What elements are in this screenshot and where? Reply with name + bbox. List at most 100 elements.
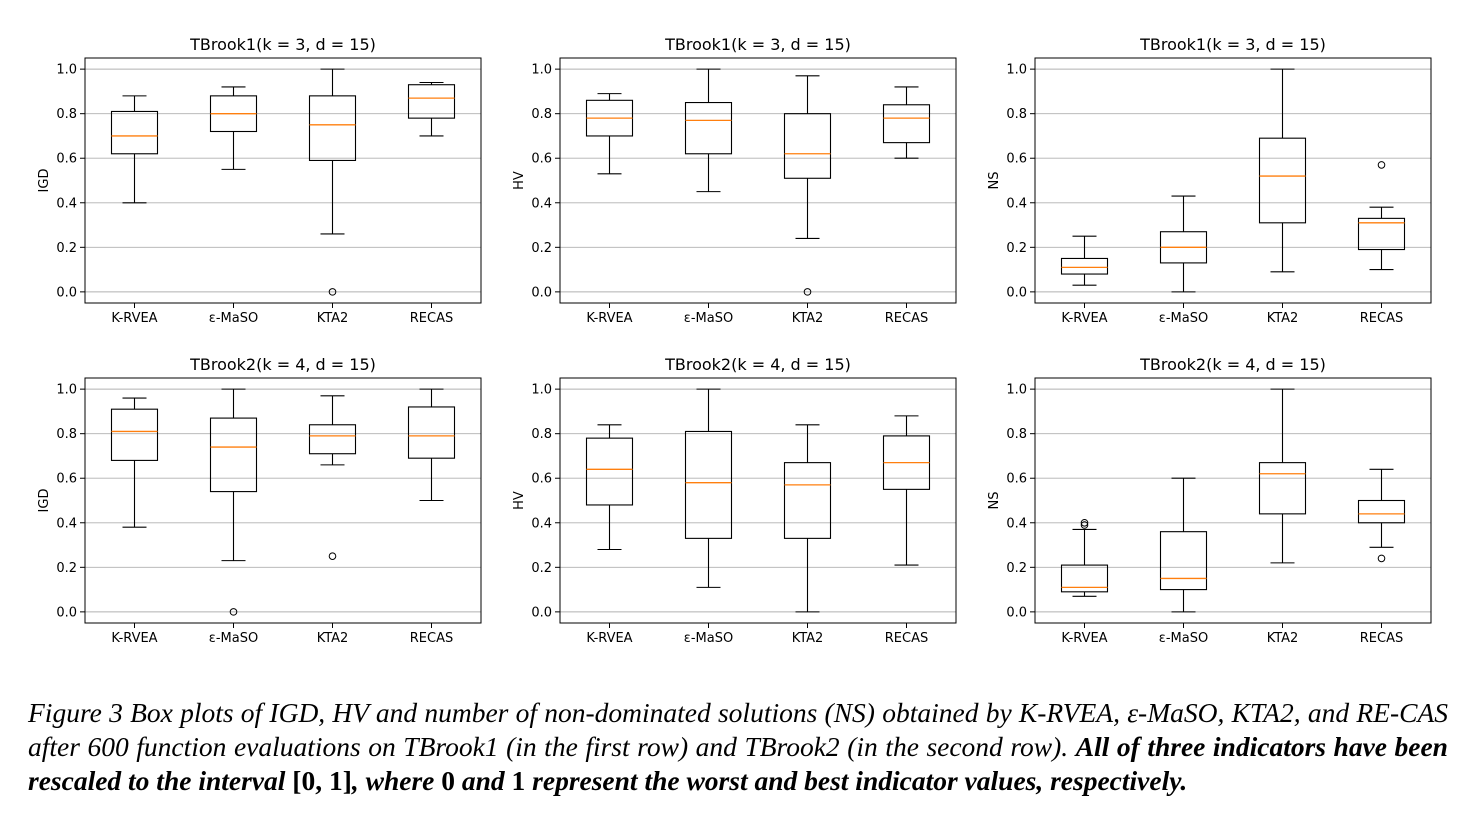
y-axis-label: HV (512, 171, 527, 190)
iqr-box (209, 417, 258, 493)
box-2 (1258, 68, 1307, 273)
subplot: 0.0 0.2 0.4 0.6 0.8 1.0 K-RVEA ε-MaSO KTA2 RECAS T… (37, 355, 482, 646)
x-tick-label: KTA2 (317, 631, 349, 646)
y-tick-label: 0.8 (56, 107, 77, 122)
y-tick-label: 0.4 (1006, 196, 1027, 211)
x-tick-label: KTA2 (1267, 311, 1299, 326)
axes-frame (84, 377, 482, 624)
y-tick-label: 0.0 (531, 285, 552, 300)
x-tick-label: KTA2 (317, 311, 349, 326)
axes-frame (559, 377, 957, 624)
subplot-title: TBrook1(k = 3, d = 15) (1139, 35, 1326, 54)
x-tick-label: RECAS (410, 631, 453, 646)
y-tick-label: 0.2 (531, 241, 552, 256)
iqr-box (110, 110, 159, 155)
caption-bold-text-2: , where (351, 765, 442, 796)
outlier-point (1080, 521, 1089, 529)
y-tick-label: 0.8 (56, 427, 77, 442)
iqr-box (308, 95, 357, 162)
y-tick-label: 0.4 (531, 516, 552, 531)
box-0 (585, 93, 634, 175)
outlier-point (1377, 161, 1386, 169)
box-2 (783, 424, 832, 613)
y-axis-label: HV (512, 491, 527, 510)
caption-bold-text: All of three indicators have been rescal… (28, 731, 1448, 796)
y-tick-label: 0.2 (56, 561, 77, 576)
iqr-box (1258, 137, 1307, 224)
x-tick-label: K-RVEA (586, 311, 632, 326)
iqr-box (110, 408, 159, 461)
y-tick-label: 0.2 (531, 561, 552, 576)
box-1 (1159, 195, 1208, 293)
y-tick-label: 0.6 (531, 152, 552, 167)
box-0 (585, 424, 634, 551)
subplot-title: TBrook1(k = 3, d = 15) (664, 35, 851, 54)
iqr-box (684, 101, 733, 155)
y-tick-label: 1.0 (531, 383, 552, 398)
caption-text: Figure 3 Box plots of IGD, HV and number… (28, 697, 1448, 762)
y-tick-label: 0.0 (56, 605, 77, 620)
y-axis-label: IGD (37, 169, 52, 193)
box-2 (308, 395, 357, 560)
y-axis-label: IGD (37, 489, 52, 513)
y-tick-label: 0.4 (531, 196, 552, 211)
x-tick-label: KTA2 (792, 631, 824, 646)
subplot: 0.0 0.2 0.4 0.6 0.8 1.0 K-RVEA ε-MaSO KTA2 RECAS T… (37, 35, 482, 326)
iqr-box (1357, 499, 1406, 524)
y-tick-label: 0.8 (1006, 107, 1027, 122)
y-tick-label: 1.0 (1006, 63, 1027, 78)
x-tick-label: K-RVEA (111, 311, 157, 326)
y-tick-label: 0.0 (56, 285, 77, 300)
y-tick-label: 1.0 (531, 63, 552, 78)
box-3 (882, 86, 931, 159)
box-0 (110, 397, 159, 528)
box-3 (1357, 161, 1406, 271)
figure-caption: Figure 3 Box plots of IGD, HV and number… (28, 696, 1448, 798)
x-tick-label: K-RVEA (1061, 311, 1107, 326)
x-tick-label: KTA2 (792, 311, 824, 326)
y-tick-label: 0.6 (56, 472, 77, 487)
box-3 (1357, 468, 1406, 563)
y-axis-label: NS (987, 172, 1002, 190)
box-3 (407, 388, 456, 502)
subplot-title: TBrook1(k = 3, d = 15) (189, 35, 376, 54)
y-tick-label: 1.0 (1006, 383, 1027, 398)
box-3 (882, 415, 931, 566)
box-plot-figure: 0.0 0.2 0.4 0.6 0.8 1.0 K-RVEA ε-MaSO KTA2 RECAS T… (37, 35, 1432, 646)
box-1 (209, 388, 258, 616)
caption-interval: [0, 1] (292, 765, 352, 796)
subplot: 0.0 0.2 0.4 0.6 0.8 1.0 K-RVEA ε-MaSO KTA2 RECAS T… (512, 355, 957, 646)
iqr-box (783, 113, 832, 179)
y-tick-label: 0.2 (1006, 561, 1027, 576)
y-tick-label: 0.4 (56, 196, 77, 211)
y-tick-label: 0.0 (1006, 605, 1027, 620)
x-tick-label: ε-MaSO (684, 311, 733, 326)
box-1 (684, 388, 733, 588)
box-0 (110, 95, 159, 204)
y-axis-label: NS (987, 492, 1002, 510)
iqr-box (1060, 564, 1109, 593)
x-tick-label: RECAS (885, 631, 928, 646)
caption-zero: 0 (441, 765, 455, 796)
y-tick-label: 0.8 (1006, 427, 1027, 442)
subplot: 0.0 0.2 0.4 0.6 0.8 1.0 K-RVEA ε-MaSO KTA2 RECAS T… (987, 355, 1432, 646)
y-tick-label: 0.8 (531, 427, 552, 442)
box-1 (209, 86, 258, 170)
x-tick-label: ε-MaSO (684, 631, 733, 646)
x-tick-label: RECAS (1360, 311, 1403, 326)
axes-frame (1034, 377, 1432, 624)
subplot: 0.0 0.2 0.4 0.6 0.8 1.0 K-RVEA ε-MaSO KTA2 RECAS T… (512, 35, 957, 326)
box-2 (1258, 388, 1307, 564)
iqr-box (1159, 531, 1208, 591)
box-0 (1060, 235, 1109, 286)
x-tick-label: ε-MaSO (1159, 311, 1208, 326)
iqr-box (783, 462, 832, 539)
x-tick-label: ε-MaSO (209, 311, 258, 326)
axes-frame (559, 57, 957, 304)
iqr-box (1357, 217, 1406, 251)
y-tick-label: 0.2 (56, 241, 77, 256)
box-2 (783, 75, 832, 296)
y-tick-label: 0.6 (531, 472, 552, 487)
subplot-title: TBrook2(k = 4, d = 15) (664, 355, 851, 374)
iqr-box (407, 84, 456, 119)
